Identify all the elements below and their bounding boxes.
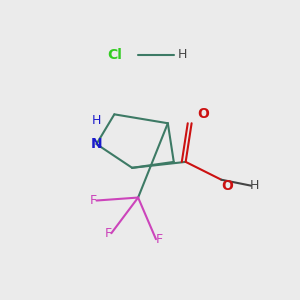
Text: F: F	[155, 233, 163, 246]
Text: H: H	[249, 179, 259, 192]
Text: Cl: Cl	[107, 48, 122, 62]
Text: F: F	[105, 227, 112, 240]
Text: O: O	[221, 179, 233, 193]
Text: N: N	[91, 137, 102, 151]
Text: H: H	[92, 114, 101, 127]
Text: H: H	[178, 48, 188, 62]
Text: O: O	[198, 107, 209, 121]
Text: F: F	[90, 194, 97, 207]
